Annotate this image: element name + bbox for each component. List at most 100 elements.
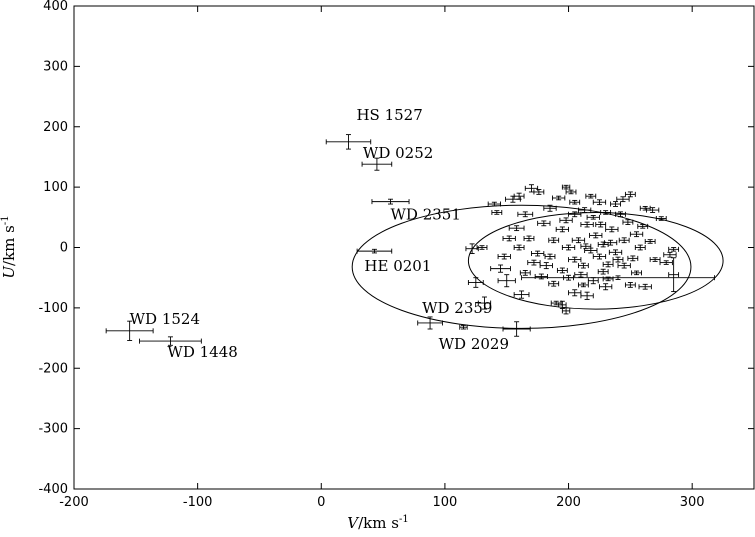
data-point: [544, 253, 556, 260]
data-point: [629, 231, 644, 238]
data-point: [555, 226, 569, 233]
data-point: [521, 275, 715, 281]
velocity-ellipse: [351, 204, 692, 329]
labeled-data-point: [105, 320, 154, 341]
x-tick-label: -100: [183, 495, 213, 510]
data-point: [574, 271, 588, 278]
data-point: [571, 237, 586, 244]
data-point: [517, 211, 534, 218]
data-point: [523, 235, 535, 242]
data-point: [568, 289, 582, 297]
data-point: [617, 262, 631, 269]
data-point: [559, 217, 573, 224]
data-point: [569, 199, 581, 205]
x-axis-title: V/km s-1: [347, 514, 408, 532]
data-point: [584, 247, 598, 254]
data-point: [550, 300, 562, 306]
data-point: [537, 220, 551, 227]
y-tick-label: 100: [43, 180, 68, 195]
data-point: [548, 280, 560, 287]
star-label: WD 2351: [391, 206, 461, 224]
y-tick-label: -300: [38, 422, 68, 437]
data-point: [649, 257, 661, 263]
data-point: [577, 282, 589, 288]
data-point: [634, 244, 646, 251]
data-point: [580, 243, 592, 250]
star-label: WD 0252: [363, 144, 433, 162]
data-point: [638, 283, 652, 290]
data-point: [548, 237, 560, 244]
data-point: [459, 324, 468, 330]
data-point: [615, 211, 626, 218]
data-point: [577, 207, 592, 213]
y-tick-label: -200: [38, 361, 68, 376]
data-point: [561, 307, 571, 315]
data-point: [639, 205, 651, 211]
data-point: [534, 273, 548, 280]
data-point: [487, 201, 501, 207]
data-point: [465, 243, 479, 254]
x-tick-label: 100: [432, 495, 457, 510]
data-point: [668, 257, 680, 293]
data-point: [592, 253, 607, 260]
labeled-data-point: [361, 157, 393, 171]
data-point: [519, 269, 531, 276]
plot-frame: [73, 5, 755, 490]
data-point: [513, 192, 525, 200]
y-tick-label: -100: [38, 301, 68, 316]
star-labels: HS 1527 WD 0252 WD 2351 HE 0201 WD 2359 WD 20…: [130, 106, 509, 361]
data-point: [605, 226, 619, 233]
data-point: [502, 235, 516, 242]
data-point: [595, 221, 607, 228]
data-point: [561, 184, 571, 190]
data-point: [602, 261, 614, 268]
data-point: [539, 262, 553, 270]
star-label: WD 2359: [422, 299, 492, 317]
labeled-data-point: [417, 316, 443, 330]
data-point: [508, 225, 525, 232]
y-tick-label: 400: [43, 0, 68, 14]
data-point: [533, 189, 545, 195]
data-point: [659, 260, 673, 266]
data-point: [637, 223, 649, 229]
data-point: [603, 239, 618, 246]
data-point: [568, 211, 582, 218]
data-point: [616, 196, 630, 203]
data-point: [476, 245, 488, 250]
data-point: [577, 262, 589, 269]
data-point: [592, 199, 607, 206]
data-point: [612, 256, 624, 263]
velocity-ellipse: [467, 211, 724, 310]
x-tick-label: 300: [680, 495, 705, 510]
data-point: [543, 204, 557, 212]
data-points: [105, 134, 715, 346]
data-point: [513, 290, 530, 299]
data-point: [627, 255, 639, 262]
data-point: [587, 277, 599, 285]
data-point: [600, 209, 612, 215]
ellipses: [351, 204, 724, 329]
data-point: [580, 291, 594, 300]
data-point: [618, 237, 630, 244]
y-tick-label: 0: [60, 241, 68, 256]
y-tick-label: 300: [43, 59, 68, 74]
x-tick-label: -200: [59, 495, 89, 510]
y-tick-label: 200: [43, 120, 68, 135]
data-point: [586, 214, 600, 220]
data-point: [599, 283, 613, 291]
data-point: [668, 246, 680, 252]
data-point: [565, 189, 577, 195]
data-point: [513, 244, 525, 251]
data-point: [602, 276, 614, 282]
data-point: [631, 270, 642, 276]
data-point: [477, 296, 492, 310]
data-point: [580, 221, 594, 228]
data-point: [556, 267, 568, 274]
data-point: [568, 256, 582, 263]
data-point: [624, 191, 636, 198]
data-point: [497, 253, 511, 260]
y-axis: -400 -300 -200 -100 0 100 200 300 400: [38, 0, 754, 497]
data-point: [622, 219, 634, 226]
labeled-data-point: [325, 134, 372, 150]
